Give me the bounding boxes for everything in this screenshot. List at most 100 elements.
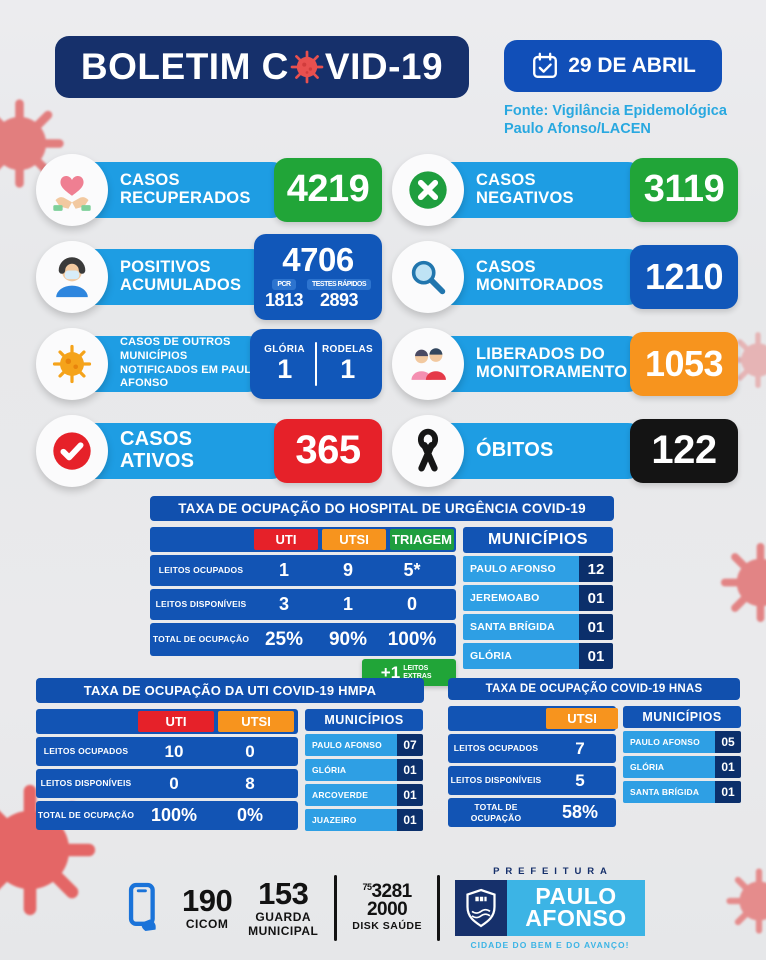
cell-value: 1 <box>342 594 353 614</box>
city-name: PAULO AFONSO <box>507 880 645 936</box>
stat-casos-recuperados: CASOS RECUPERADOS 4219 <box>36 146 382 233</box>
municipio-name: ARCOVERDE <box>305 784 397 806</box>
stat-casos-negativos: CASOS NEGATIVOS 3119 <box>392 146 738 233</box>
hnas-table: TAXA DE OCUPAÇÃO COVID-19 HNAS UTSI LEIT… <box>448 678 741 830</box>
cell-value: 9 <box>342 560 353 580</box>
stat-value-badge: 4706 PCR 1813 TESTES RÁPIDOS 2893 <box>254 233 382 320</box>
cell-value: 0 <box>406 594 417 614</box>
stat-outros-municipios: CASOS DE OUTROS MUNICÍPIOS NOTIFICADOS E… <box>36 320 382 407</box>
rodelas-label: RODELAS <box>322 343 373 355</box>
cicom-contact: 190 CICOM <box>182 885 233 931</box>
hnas-table-title: TAXA DE OCUPAÇÃO COVID-19 HNAS <box>448 678 740 700</box>
municipio-row: PAULO AFONSO 12 <box>463 556 613 582</box>
table-row: LEITOS DISPONÍVEIS 5 <box>448 766 616 795</box>
hospital-urgencia-table: TAXA DE OCUPAÇÃO DO HOSPITAL DE URGÊNCIA… <box>150 496 614 686</box>
gloria-label: GLÓRIA <box>264 343 305 355</box>
cell-value: 0 <box>169 773 179 793</box>
positivos-total: 4706 <box>282 240 354 278</box>
municipio-name: GLÓRIA <box>463 643 579 669</box>
decor-virus-icon <box>720 542 766 623</box>
municipio-row: SANTA BRÍGIDA 01 <box>463 614 613 640</box>
source-line2: Paulo Afonso/LACEN <box>504 121 651 138</box>
title-text-prefix: BOLETIM C <box>80 46 289 87</box>
row-label: LEITOS OCUPADOS <box>43 746 129 757</box>
stat-casos-monitorados: CASOS MONITORADOS 1210 <box>392 233 738 320</box>
cell-value: 58% <box>561 802 599 822</box>
municipio-name: SANTA BRÍGIDA <box>623 781 715 803</box>
stat-positivos-acumulados: POSITIVOS ACUMULADOS 4706 PCR 1813 TESTE… <box>36 233 382 320</box>
pcr-value: 1813 <box>264 289 304 310</box>
stat-value-badge: 4219 <box>274 157 382 222</box>
gloria-value: 1 <box>277 353 292 384</box>
municipio-value: 12 <box>579 556 613 582</box>
stat-liberados-monitoramento: LIBERADOS DO MONITORAMENTO 1053 <box>392 320 738 407</box>
stat-obitos: ÓBITOS 122 <box>392 407 738 494</box>
cell-value: 7 <box>575 738 585 758</box>
table-row-total: TOTAL DE OCUPAÇÃO 58% <box>448 798 616 827</box>
stat-label: CASOS MONITORADOS <box>476 257 604 294</box>
municipio-row: JEREMOABO 01 <box>463 585 613 611</box>
masked-person-icon <box>36 240 108 313</box>
stat-value-badge: 3119 <box>630 157 738 222</box>
city-slogan: CIDADE DO BEM E DO AVANÇO! <box>470 940 630 950</box>
table-row-total: TOTAL DE OCUPAÇÃO 100% 0% <box>36 801 298 830</box>
heart-hands-icon <box>36 153 108 226</box>
cell-value: 5 <box>575 770 585 790</box>
municipio-row: GLÓRIA 01 <box>463 643 613 669</box>
divider <box>334 875 338 941</box>
testes-rapidos-label: TESTES RÁPIDOS <box>306 278 372 290</box>
title-text-suffix: VID-19 <box>324 46 444 87</box>
date-label: 29 DE ABRIL <box>568 54 696 77</box>
rodelas-value: 1 <box>340 353 355 384</box>
testes-rapidos-value: 2893 <box>320 289 359 310</box>
virus-icon <box>36 327 108 400</box>
col-utsi: UTSI <box>218 711 294 732</box>
municipio-value: 01 <box>397 759 423 781</box>
gloria-cell: GLÓRIA 1 <box>254 344 315 383</box>
municipio-row: GLÓRIA 01 <box>623 756 741 778</box>
bulletin-title: BOLETIM C VID-19 <box>55 36 469 98</box>
municipio-row: GLÓRIA 01 <box>305 759 423 781</box>
covid-virus-icon <box>290 50 324 84</box>
pcr-label: PCR <box>272 278 296 290</box>
col-triagem: TRIAGEM <box>390 529 454 550</box>
prefeitura-label: PREFEITURA <box>493 866 613 877</box>
row-label: LEITOS DISPONÍVEIS <box>40 778 132 789</box>
mourning-ribbon-icon <box>392 414 464 487</box>
disk-saude-area-code: 75 <box>362 882 372 893</box>
stat-label: CASOS NEGATIVOS <box>476 170 574 207</box>
table-row-total: TOTAL DE OCUPAÇÃO 25% 90% 100% <box>150 623 456 656</box>
row-label: LEITOS DISPONÍVEIS <box>155 599 247 610</box>
col-utsi: UTSI <box>322 529 386 550</box>
row-label: TOTAL DE OCUPAÇÃO <box>37 810 135 821</box>
city-name-line1: PAULO <box>535 883 617 910</box>
check-circle-icon <box>36 414 108 487</box>
extra-label: LEITOS EXTRAS <box>403 664 432 680</box>
municipio-value: 01 <box>715 781 741 803</box>
hmpa-table-title: TAXA DE OCUPAÇÃO DA UTI COVID-19 HMPA <box>36 678 424 703</box>
municipio-name: PAULO AFONSO <box>305 734 397 756</box>
x-circle-icon <box>392 153 464 226</box>
column-header-row: UTSI <box>448 706 618 731</box>
municipio-name: PAULO AFONSO <box>463 556 579 582</box>
municipio-value: 07 <box>397 734 423 756</box>
municipio-value: 05 <box>715 731 741 753</box>
cell-value: 100% <box>387 628 437 650</box>
municipio-value: 01 <box>579 643 613 669</box>
extra-value: +1 <box>380 662 401 682</box>
city-name-line2: AFONSO <box>525 905 627 931</box>
stat-label: CASOS ATIVOS <box>120 427 195 472</box>
municipios-panel: MUNICÍPIOS PAULO AFONSO 07 GLÓRIA 01 ARC… <box>305 709 423 831</box>
guarda-contact: 153 GUARDA MUNICIPAL <box>247 878 319 937</box>
stat-value-badge: 122 <box>630 418 738 483</box>
cicom-label: CICOM <box>185 916 229 931</box>
municipio-name: PAULO AFONSO <box>623 731 715 753</box>
municipio-value: 01 <box>397 809 423 831</box>
date-badge: 29 DE ABRIL <box>504 40 722 92</box>
stat-value-badge: 1053 <box>630 331 738 396</box>
municipio-name: JEREMOABO <box>463 585 579 611</box>
municipios-title: MUNICÍPIOS <box>623 706 741 728</box>
cell-value: 25% <box>264 628 304 650</box>
municipio-row: SANTA BRÍGIDA 01 <box>623 781 741 803</box>
phone-icon <box>128 882 156 931</box>
